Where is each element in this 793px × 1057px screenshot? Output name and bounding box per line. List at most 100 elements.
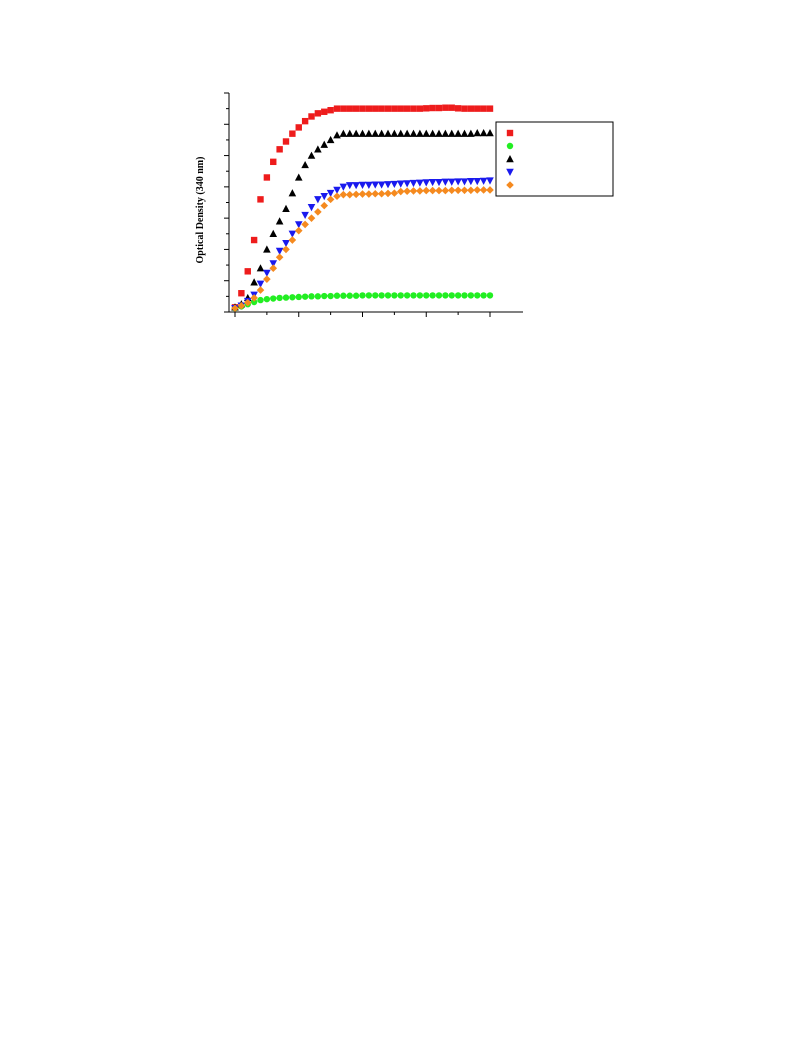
data-point xyxy=(486,105,494,112)
data-point xyxy=(282,239,290,248)
data-point xyxy=(326,135,335,144)
legend-marker-3 xyxy=(506,155,514,163)
data-point xyxy=(371,181,380,189)
data-point xyxy=(371,129,380,137)
data-point xyxy=(403,292,411,299)
data-point xyxy=(339,190,348,199)
data-point xyxy=(339,129,348,137)
data-point xyxy=(429,292,436,299)
data-point xyxy=(378,105,385,112)
data-point xyxy=(423,105,430,112)
data-point xyxy=(486,129,494,137)
data-point xyxy=(454,105,462,112)
data-point xyxy=(377,181,386,189)
data-point xyxy=(428,129,437,137)
data-point xyxy=(269,229,278,237)
data-point xyxy=(473,186,482,194)
data-point xyxy=(378,292,385,299)
data-point xyxy=(409,129,418,137)
data-point xyxy=(474,292,481,299)
data-point xyxy=(333,292,341,299)
data-point xyxy=(301,117,309,125)
data-point xyxy=(301,211,309,220)
data-point xyxy=(371,189,380,198)
data-point xyxy=(442,292,449,299)
data-point xyxy=(352,182,360,190)
plot-area xyxy=(231,104,494,313)
data-point xyxy=(333,192,341,201)
data-point xyxy=(429,104,436,112)
data-point xyxy=(479,129,488,137)
data-point xyxy=(282,204,290,212)
data-point xyxy=(294,221,303,229)
data-point xyxy=(256,286,265,294)
data-point xyxy=(321,292,328,300)
legend xyxy=(495,121,614,197)
data-point xyxy=(294,173,303,181)
data-point xyxy=(307,214,316,222)
data-point xyxy=(289,294,296,301)
data-point xyxy=(397,105,404,112)
data-point xyxy=(275,253,284,262)
data-point xyxy=(308,113,315,120)
data-point xyxy=(403,180,411,188)
data-point xyxy=(352,190,360,199)
data-point xyxy=(384,181,392,189)
data-point xyxy=(307,203,316,212)
data-point xyxy=(288,236,297,244)
data-point xyxy=(256,280,265,288)
data-point xyxy=(282,138,290,145)
data-point xyxy=(403,187,411,196)
data-point xyxy=(409,187,418,195)
data-point xyxy=(339,183,348,191)
data-point xyxy=(486,177,494,185)
data-point xyxy=(327,292,334,300)
data-point xyxy=(308,293,315,300)
data-point xyxy=(257,196,264,203)
data-point xyxy=(358,129,367,137)
data-point xyxy=(333,105,341,112)
legend-marker-1 xyxy=(506,129,514,137)
data-point xyxy=(263,245,271,253)
data-point xyxy=(346,105,353,112)
data-point xyxy=(269,264,278,272)
data-point xyxy=(321,108,328,115)
data-point xyxy=(435,104,443,112)
data-point xyxy=(250,278,258,286)
legend-box xyxy=(495,121,614,197)
data-point xyxy=(435,292,443,299)
data-point xyxy=(365,105,373,112)
data-point xyxy=(467,105,475,112)
data-point xyxy=(447,129,456,137)
data-point xyxy=(365,181,373,189)
data-point xyxy=(479,186,488,194)
data-point xyxy=(372,105,379,112)
data-point xyxy=(345,182,354,190)
data-point xyxy=(282,294,290,301)
data-point xyxy=(416,129,424,137)
data-point xyxy=(461,292,468,299)
data-point xyxy=(448,292,455,299)
data-point xyxy=(467,129,475,137)
data-point xyxy=(377,129,386,137)
data-point xyxy=(435,186,443,195)
data-point xyxy=(276,146,283,153)
data-point xyxy=(333,131,341,139)
data-point xyxy=(314,145,322,153)
data-point xyxy=(467,178,475,186)
data-point xyxy=(263,174,271,181)
data-point xyxy=(288,230,297,238)
data-point xyxy=(409,179,418,188)
data-point xyxy=(320,193,329,201)
data-point xyxy=(294,226,303,235)
data-point xyxy=(428,186,437,195)
data-point xyxy=(301,293,309,300)
data-point xyxy=(467,292,475,299)
data-point xyxy=(270,295,277,302)
data-point xyxy=(345,190,354,199)
data-point xyxy=(447,178,456,186)
data-point xyxy=(263,269,271,277)
data-point xyxy=(250,294,258,302)
data-point xyxy=(352,292,360,299)
